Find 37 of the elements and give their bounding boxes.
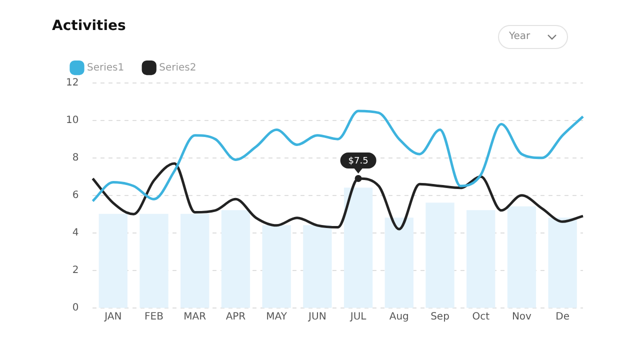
bar [140, 214, 168, 308]
x-tick-label: Sep [430, 312, 450, 323]
annotation: $7.5 [348, 156, 368, 166]
bar [262, 225, 291, 308]
legend-label: Series1 [87, 62, 124, 74]
bar [548, 218, 577, 308]
x-tick-label: JAN [104, 312, 122, 323]
x-tick-label: Nov [512, 312, 532, 323]
x-tick-label: APR [226, 312, 246, 323]
y-tick-label: 6 [72, 190, 79, 201]
x-tick-label: Oct [472, 312, 490, 323]
y-tick-label: 0 [72, 302, 79, 314]
legend-label: Series2 [159, 62, 196, 74]
bar [98, 214, 128, 308]
y-tick-label: 4 [72, 228, 79, 239]
y-tick-label: 8 [72, 152, 79, 164]
bar [303, 225, 332, 308]
bar [507, 206, 536, 308]
bar [344, 188, 373, 308]
x-tick-label: JUL [349, 312, 367, 323]
y-tick-label: 2 [72, 265, 79, 276]
bar [426, 202, 454, 308]
bar [466, 210, 496, 308]
chart-title: Activities [52, 18, 126, 34]
x-tick-label: Aug [389, 312, 409, 323]
x-tick-label: FEB [144, 312, 164, 323]
x-tick-label: De [556, 312, 570, 323]
bar [384, 218, 414, 308]
year-dropdown: Year [498, 25, 568, 49]
line-series [91, 110, 584, 202]
x-tick-label: MAR [184, 312, 206, 323]
bar [180, 214, 210, 308]
bar [221, 210, 250, 308]
x-tick-label: JUN [308, 312, 326, 323]
y-tick-label: 12 [66, 77, 79, 88]
x-tick-label: MAY [266, 312, 288, 323]
y-tick-label: 10 [66, 114, 79, 126]
